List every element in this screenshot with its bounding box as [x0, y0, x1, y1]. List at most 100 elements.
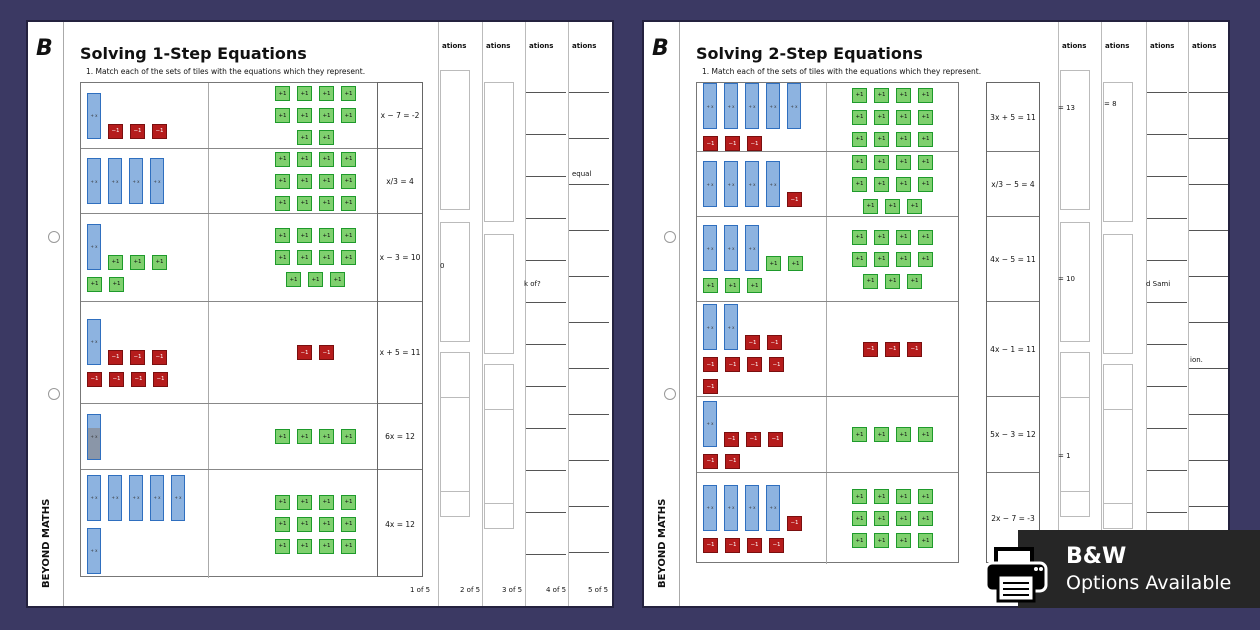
- positive-unit-tile: +1: [852, 131, 867, 147]
- positive-unit-tile: +1: [885, 198, 900, 214]
- answer-line: [1147, 218, 1187, 219]
- positive-unit-tile: +1: [874, 154, 889, 170]
- negative-unit-tile: −1: [725, 136, 740, 151]
- x-tile: + x: [703, 400, 717, 447]
- x-tile: + x: [129, 158, 143, 204]
- answer-box: [1060, 70, 1090, 210]
- positive-unit-tile: +1: [852, 109, 867, 125]
- page-number: 1 of 5: [410, 586, 431, 594]
- positive-unit-tile: +1: [297, 195, 312, 211]
- positive-unit-tile: +1: [152, 254, 167, 270]
- answer-box: [1103, 234, 1133, 354]
- negative-unit-tile: −1: [152, 123, 167, 139]
- answer-line: [569, 506, 609, 507]
- behind-page-title: ations: [572, 42, 597, 50]
- x-tile: + x: [787, 83, 801, 129]
- positive-unit-tile: +1: [297, 250, 312, 265]
- equation-card[interactable]: x/3 = 4: [378, 148, 422, 213]
- answer-line: [569, 322, 609, 323]
- negative-unit-tile: −1: [767, 335, 782, 350]
- negative-unit-tile: −1: [130, 349, 145, 365]
- positive-unit-tile: +1: [319, 494, 334, 510]
- equation-card[interactable]: x/3 − 5 = 4: [987, 151, 1039, 216]
- behind-page-edge: [482, 22, 483, 606]
- instruction: 1. Match each of the sets of tiles with …: [86, 67, 366, 76]
- equation-card[interactable]: 4x − 1 = 11: [987, 301, 1039, 396]
- positive-unit-tile: +1: [341, 86, 356, 101]
- equation-card[interactable]: x + 5 = 11: [378, 301, 422, 403]
- answer-box: [1060, 397, 1090, 517]
- equation-card[interactable]: 2x − 7 = -3: [987, 472, 1039, 564]
- positive-unit-tile: +1: [918, 427, 933, 442]
- x-tile: + x: [724, 83, 738, 129]
- answer-box: [440, 70, 470, 210]
- positive-unit-tile: +1: [918, 511, 933, 526]
- equation-card[interactable]: 3x + 5 = 11: [990, 112, 1036, 122]
- equation-card[interactable]: 4x − 5 = 11: [987, 216, 1039, 301]
- behind-page-edge: [1101, 22, 1102, 606]
- equation-card[interactable]: x − 7 = -2: [380, 111, 420, 120]
- negative-unit-tile: −1: [703, 357, 718, 372]
- positive-unit-tile: +1: [108, 254, 123, 270]
- positive-unit-tile: +1: [852, 533, 867, 548]
- right-side-tiles: −1 −1: [209, 302, 422, 403]
- page-number: 4 of 5: [546, 586, 567, 594]
- positive-unit-tile: +1: [852, 87, 867, 103]
- x-tile: + x: [703, 161, 717, 207]
- answer-box: [484, 82, 514, 222]
- negative-unit-tile: −1: [87, 371, 102, 387]
- tiles-row: + x + x + x + x +1 +1 +1 +1 +1 +1 +1 +1 +1 +1 +1 +1: [81, 148, 422, 213]
- behind-page-edge: [568, 22, 569, 606]
- left-side-tiles: + x: [81, 404, 209, 469]
- positive-unit-tile: +1: [297, 108, 312, 123]
- answer-line: [569, 368, 609, 369]
- answer-box: [484, 234, 514, 354]
- x-tile: + x: [87, 92, 101, 139]
- equation-card[interactable]: 6x = 12: [378, 403, 422, 469]
- equation-card[interactable]: 4x = 12: [378, 469, 422, 578]
- negative-unit-tile: −1: [747, 136, 762, 151]
- positive-unit-tile: +1: [297, 173, 312, 189]
- right-side-tiles: +1 +1 +1 +1 +1 +1 +1 +1 +1 +1 +1 +1: [827, 83, 958, 151]
- answer-line: [526, 176, 566, 177]
- behind-page-title: ations: [529, 42, 554, 50]
- equation-card[interactable]: x − 3 = 10: [378, 213, 422, 301]
- x-tile: + x: [745, 161, 759, 207]
- negative-unit-tile: −1: [745, 335, 760, 350]
- positive-unit-tile: +1: [275, 538, 290, 554]
- tiles-row: + x + x + x + x + x + x +1 +1 +1 +1 +1 +1 +1 +1 +1 +1 +1…: [81, 469, 422, 578]
- behind-page-text: equal: [572, 170, 592, 178]
- positive-unit-tile: +1: [703, 278, 718, 293]
- answer-line: [526, 512, 566, 513]
- positive-unit-tile: +1: [896, 131, 911, 147]
- tiles-row: + x +1 +1 +1 +1 +1 +1 +1 +1 +1 +1 +1 +1 +1 +1 +1 +1: [81, 213, 422, 301]
- positive-unit-tile: +1: [297, 86, 312, 101]
- right-side-tiles: +1 +1 +1 +1 +1 +1 +1 +1 +1 +1 +1: [827, 217, 958, 301]
- positive-unit-tile: +1: [319, 195, 334, 211]
- negative-unit-tile: −1: [725, 453, 740, 469]
- answer-line: [569, 138, 609, 139]
- x-tile: + x: [703, 225, 717, 271]
- positive-unit-tile: +1: [896, 87, 911, 103]
- answer-line: [1147, 302, 1187, 303]
- positive-unit-tile: +1: [874, 176, 889, 192]
- positive-unit-tile: +1: [896, 427, 911, 442]
- left-side-tiles: + x + x −1 −1 −1 −1 −1 −1 −1: [697, 302, 827, 396]
- positive-unit-tile: +1: [341, 151, 356, 167]
- positive-unit-tile: +1: [319, 130, 334, 145]
- equation-card[interactable]: 5x − 3 = 12: [987, 396, 1039, 472]
- x-tile: + x: [745, 484, 759, 531]
- answer-line: [526, 302, 566, 303]
- positive-unit-tile: +1: [766, 256, 781, 271]
- positive-unit-tile: +1: [852, 154, 867, 170]
- x-tile: + x: [129, 474, 143, 521]
- brand-label: BEYOND MATHS: [41, 498, 52, 588]
- behind-page-edge: [1146, 22, 1147, 606]
- negative-unit-tile: −1: [703, 537, 718, 553]
- behind-page-title: ations: [1105, 42, 1130, 50]
- right-side-tiles: +1 +1 +1 +1: [827, 397, 958, 472]
- positive-unit-tile: +1: [341, 108, 356, 123]
- page-number: 5 of 5: [588, 586, 609, 594]
- positive-unit-tile: +1: [341, 173, 356, 189]
- x-tile: + x: [745, 83, 759, 129]
